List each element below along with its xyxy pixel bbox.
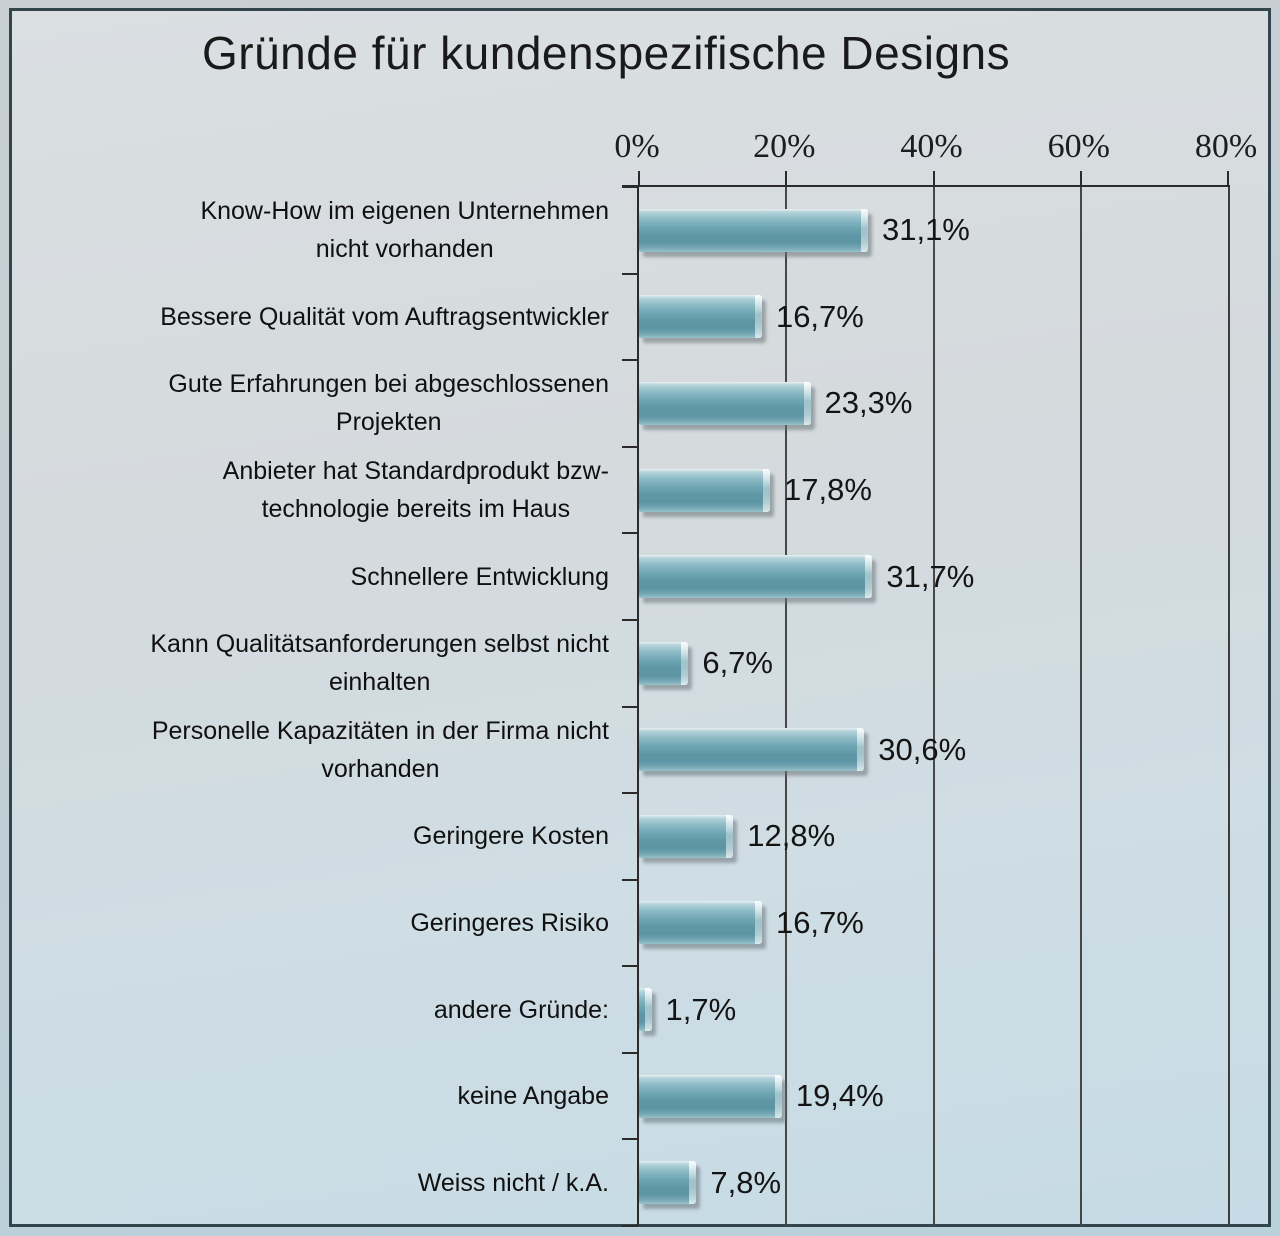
value-label: 16,7%: [775, 904, 864, 940]
value-label: 30,6%: [878, 731, 967, 767]
y-axis-tick: [622, 445, 637, 448]
bar: [639, 555, 873, 599]
x-axis-tick: [1079, 171, 1082, 185]
category-label: andere Gründe:: [433, 995, 609, 1024]
value-label: 1,7%: [665, 991, 737, 1027]
y-axis-tick: [622, 186, 637, 188]
bar-row: 7,8%: [639, 1139, 1228, 1226]
bar-row: 17,8%: [639, 447, 1228, 534]
y-axis-tick: [622, 1225, 637, 1227]
x-tick-label: 80%: [1194, 128, 1258, 165]
vertical-gridline: [785, 187, 788, 1226]
x-axis-line: [622, 185, 1230, 187]
y-axis-tick: [622, 705, 637, 708]
y-axis-tick: [622, 532, 637, 535]
x-axis-tick: [1227, 171, 1229, 185]
x-tick-label: 0%: [614, 128, 660, 165]
y-axis-tick: [622, 272, 637, 275]
category-label: Personelle Kapazitäten in der Firma nich…: [151, 716, 609, 783]
bar: [639, 641, 689, 685]
bar-row: 1,7%: [639, 966, 1228, 1053]
value-label: 23,3%: [824, 385, 913, 421]
vertical-gridline: [1079, 187, 1082, 1226]
bar: [639, 295, 762, 339]
y-axis-tick: [622, 618, 637, 621]
category-label: keine Angabe: [457, 1082, 609, 1111]
category-label: Gute Erfahrungen bei abgeschlossenen Pro…: [168, 370, 609, 437]
value-label: 6,7%: [702, 645, 773, 681]
bar-row: 16,7%: [639, 880, 1228, 967]
bar-row: 31,1%: [639, 187, 1228, 274]
category-label: Know-How im eigenen Unternehmen nicht vo…: [200, 197, 609, 264]
bar: [639, 468, 771, 512]
bar-row: 30,6%: [639, 707, 1228, 794]
y-axis-tick: [622, 792, 637, 795]
y-axis-tick: [622, 965, 637, 968]
bar: [639, 901, 762, 945]
bar-row: 23,3%: [639, 360, 1228, 447]
bar: [639, 208, 868, 252]
value-label: 31,1%: [881, 212, 970, 248]
y-axis-tick: [622, 1051, 637, 1054]
x-tick-label: 20%: [753, 128, 816, 165]
category-label: Kann Qualitätsanforderungen selbst nicht…: [150, 630, 609, 697]
bar: [639, 1074, 782, 1118]
value-label: 12,8%: [747, 818, 836, 854]
value-label: 7,8%: [710, 1164, 782, 1200]
value-label: 17,8%: [784, 472, 872, 508]
y-axis-tick: [622, 1138, 637, 1141]
x-tick-label: 60%: [1047, 128, 1110, 165]
chart-title: Gründe für kundenspezifische Designs: [202, 27, 1011, 79]
vertical-gridline: [932, 187, 935, 1226]
plot-area: 31,1% 16,7% 23,3% 17,8% 31,7% 6,7% 30,6% 12,8% 1…: [622, 171, 1230, 1227]
bar-row: 19,4%: [639, 1053, 1228, 1140]
bar-row: 31,7%: [639, 533, 1228, 620]
x-axis-tick: [638, 171, 640, 185]
x-axis-tick: [932, 171, 935, 185]
value-label: 31,7%: [886, 558, 975, 594]
bar: [639, 1161, 697, 1205]
bar-row: 6,7%: [639, 620, 1228, 707]
category-label: Anbieter hat Standardprodukt bzw- techno…: [222, 457, 609, 524]
category-label: Schnellere Entwicklung: [350, 562, 609, 591]
category-label: Bessere Qualität vom Auftragsentwickler: [160, 302, 609, 331]
value-label: 19,4%: [795, 1078, 884, 1114]
value-label: 16,7%: [775, 298, 864, 334]
category-label: Geringere Kosten: [413, 822, 609, 851]
category-label: Geringeres Risiko: [410, 908, 609, 937]
bar: [639, 381, 811, 425]
bar-row: 16,7%: [639, 274, 1228, 361]
y-axis-tick: [622, 878, 637, 881]
bar: [639, 814, 734, 858]
bar: [639, 988, 652, 1032]
x-axis-tick: [785, 171, 788, 185]
category-label: Weiss nicht / k.A.: [417, 1168, 609, 1197]
bar: [639, 728, 865, 772]
bar-row: 12,8%: [639, 793, 1228, 880]
y-axis-tick: [622, 359, 637, 362]
x-tick-label: 40%: [900, 128, 963, 165]
